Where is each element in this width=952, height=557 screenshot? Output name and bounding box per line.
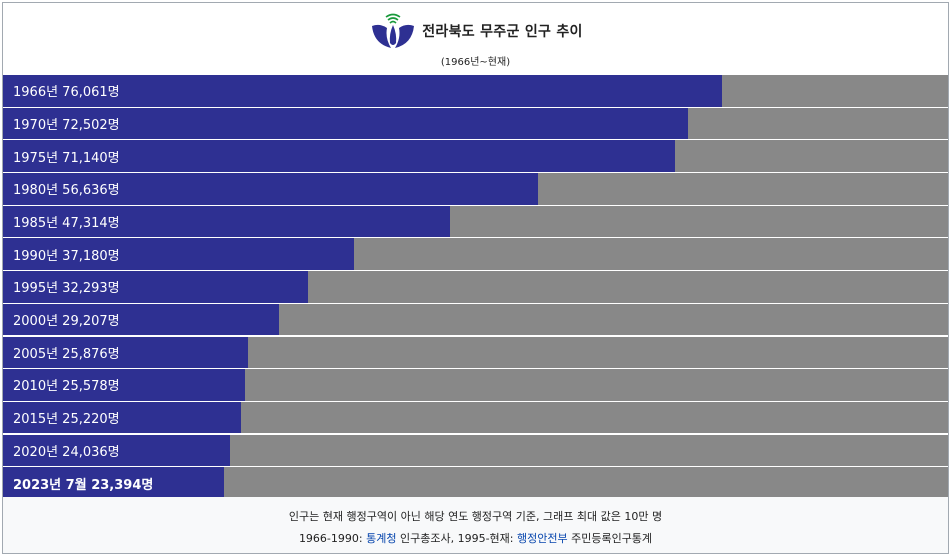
bar-row: 1966년 76,061명 xyxy=(3,75,948,107)
chart-footer: 인구는 현재 행정구역이 아닌 해당 연도 행정구역 기준, 그래프 최대 값은… xyxy=(3,497,948,553)
title-row: 전라북도 무주군 인구 추이 xyxy=(3,11,948,51)
bar-row: 2010년 25,578명 xyxy=(3,369,948,401)
bar-row: 2015년 25,220명 xyxy=(3,401,948,434)
footer-source: 1966-1990: 통계청 인구총조사, 1995-현재: 행정안전부 주민등… xyxy=(3,530,948,546)
bar-label: 1995년 32,293명 xyxy=(13,281,120,297)
bar-fill xyxy=(3,75,722,107)
chart-subtitle: (1966년~현재) xyxy=(440,57,511,68)
bar-row: 2023년 7월 23,394명 xyxy=(3,467,948,499)
bar-label: 2005년 25,876명 xyxy=(13,346,120,362)
bar-fill xyxy=(3,238,355,271)
bar-fill xyxy=(3,107,689,140)
source-a-prefix: 1966-1990: xyxy=(298,532,367,545)
bar-fill xyxy=(3,303,279,336)
bar-label: 2023년 7월 23,394명 xyxy=(13,477,154,493)
bar-fill xyxy=(3,369,245,401)
bar-fill xyxy=(3,467,225,499)
chart-title: 전라북도 무주군 인구 추이 xyxy=(422,24,583,40)
statistics-korea-link[interactable]: 통계청 xyxy=(366,532,397,545)
bar-label: 1970년 72,502명 xyxy=(13,117,120,133)
bar-row: 2020년 24,036명 xyxy=(3,434,948,467)
bar-label: 1966년 76,061명 xyxy=(13,85,120,101)
bar-label: 2000년 29,207명 xyxy=(13,314,120,330)
bar-fill xyxy=(3,434,231,467)
bar-fill xyxy=(3,140,676,172)
ministry-interior-link[interactable]: 행정안전부 xyxy=(516,532,568,545)
bar-row: 1990년 37,180명 xyxy=(3,238,948,271)
bar-label: 1975년 71,140명 xyxy=(13,150,120,166)
bar-fill xyxy=(3,173,539,205)
bar-row: 1975년 71,140명 xyxy=(3,140,948,172)
bar-row: 2005년 25,876명 xyxy=(3,336,948,369)
chart-header: 전라북도 무주군 인구 추이 (1966년~현재) xyxy=(3,3,948,75)
bar-row: 1985년 47,314명 xyxy=(3,205,948,238)
bar-label: 1985년 47,314명 xyxy=(13,216,120,232)
bar-fill xyxy=(3,401,242,434)
footer-note: 인구는 현재 행정구역이 아닌 해당 연도 행정구역 기준, 그래프 최대 값은… xyxy=(288,510,663,523)
bar-row: 1970년 72,502명 xyxy=(3,107,948,140)
bar-row: 1995년 32,293명 xyxy=(3,271,948,303)
muju-emblem-icon xyxy=(372,13,415,48)
bar-fill xyxy=(3,271,309,303)
source-a-suffix: 인구총조사, 1995-현재: xyxy=(396,532,517,545)
bar-fill xyxy=(3,205,451,238)
bar-label: 1990년 37,180명 xyxy=(13,248,120,264)
bar-label: 1980년 56,636명 xyxy=(13,183,120,199)
bar-fill xyxy=(3,336,248,369)
source-b-suffix: 주민등록인구통계 xyxy=(567,532,653,545)
bar-label: 2015년 25,220명 xyxy=(13,412,120,428)
bar-row: 1980년 56,636명 xyxy=(3,173,948,205)
bar-label: 2010년 25,578명 xyxy=(13,379,120,395)
bar-list: 1966년 76,061명 1970년 72,502명 1975년 71,140명 1… xyxy=(3,75,948,500)
bar-label: 2020년 24,036명 xyxy=(13,444,120,460)
bar-row: 2000년 29,207명 xyxy=(3,303,948,336)
